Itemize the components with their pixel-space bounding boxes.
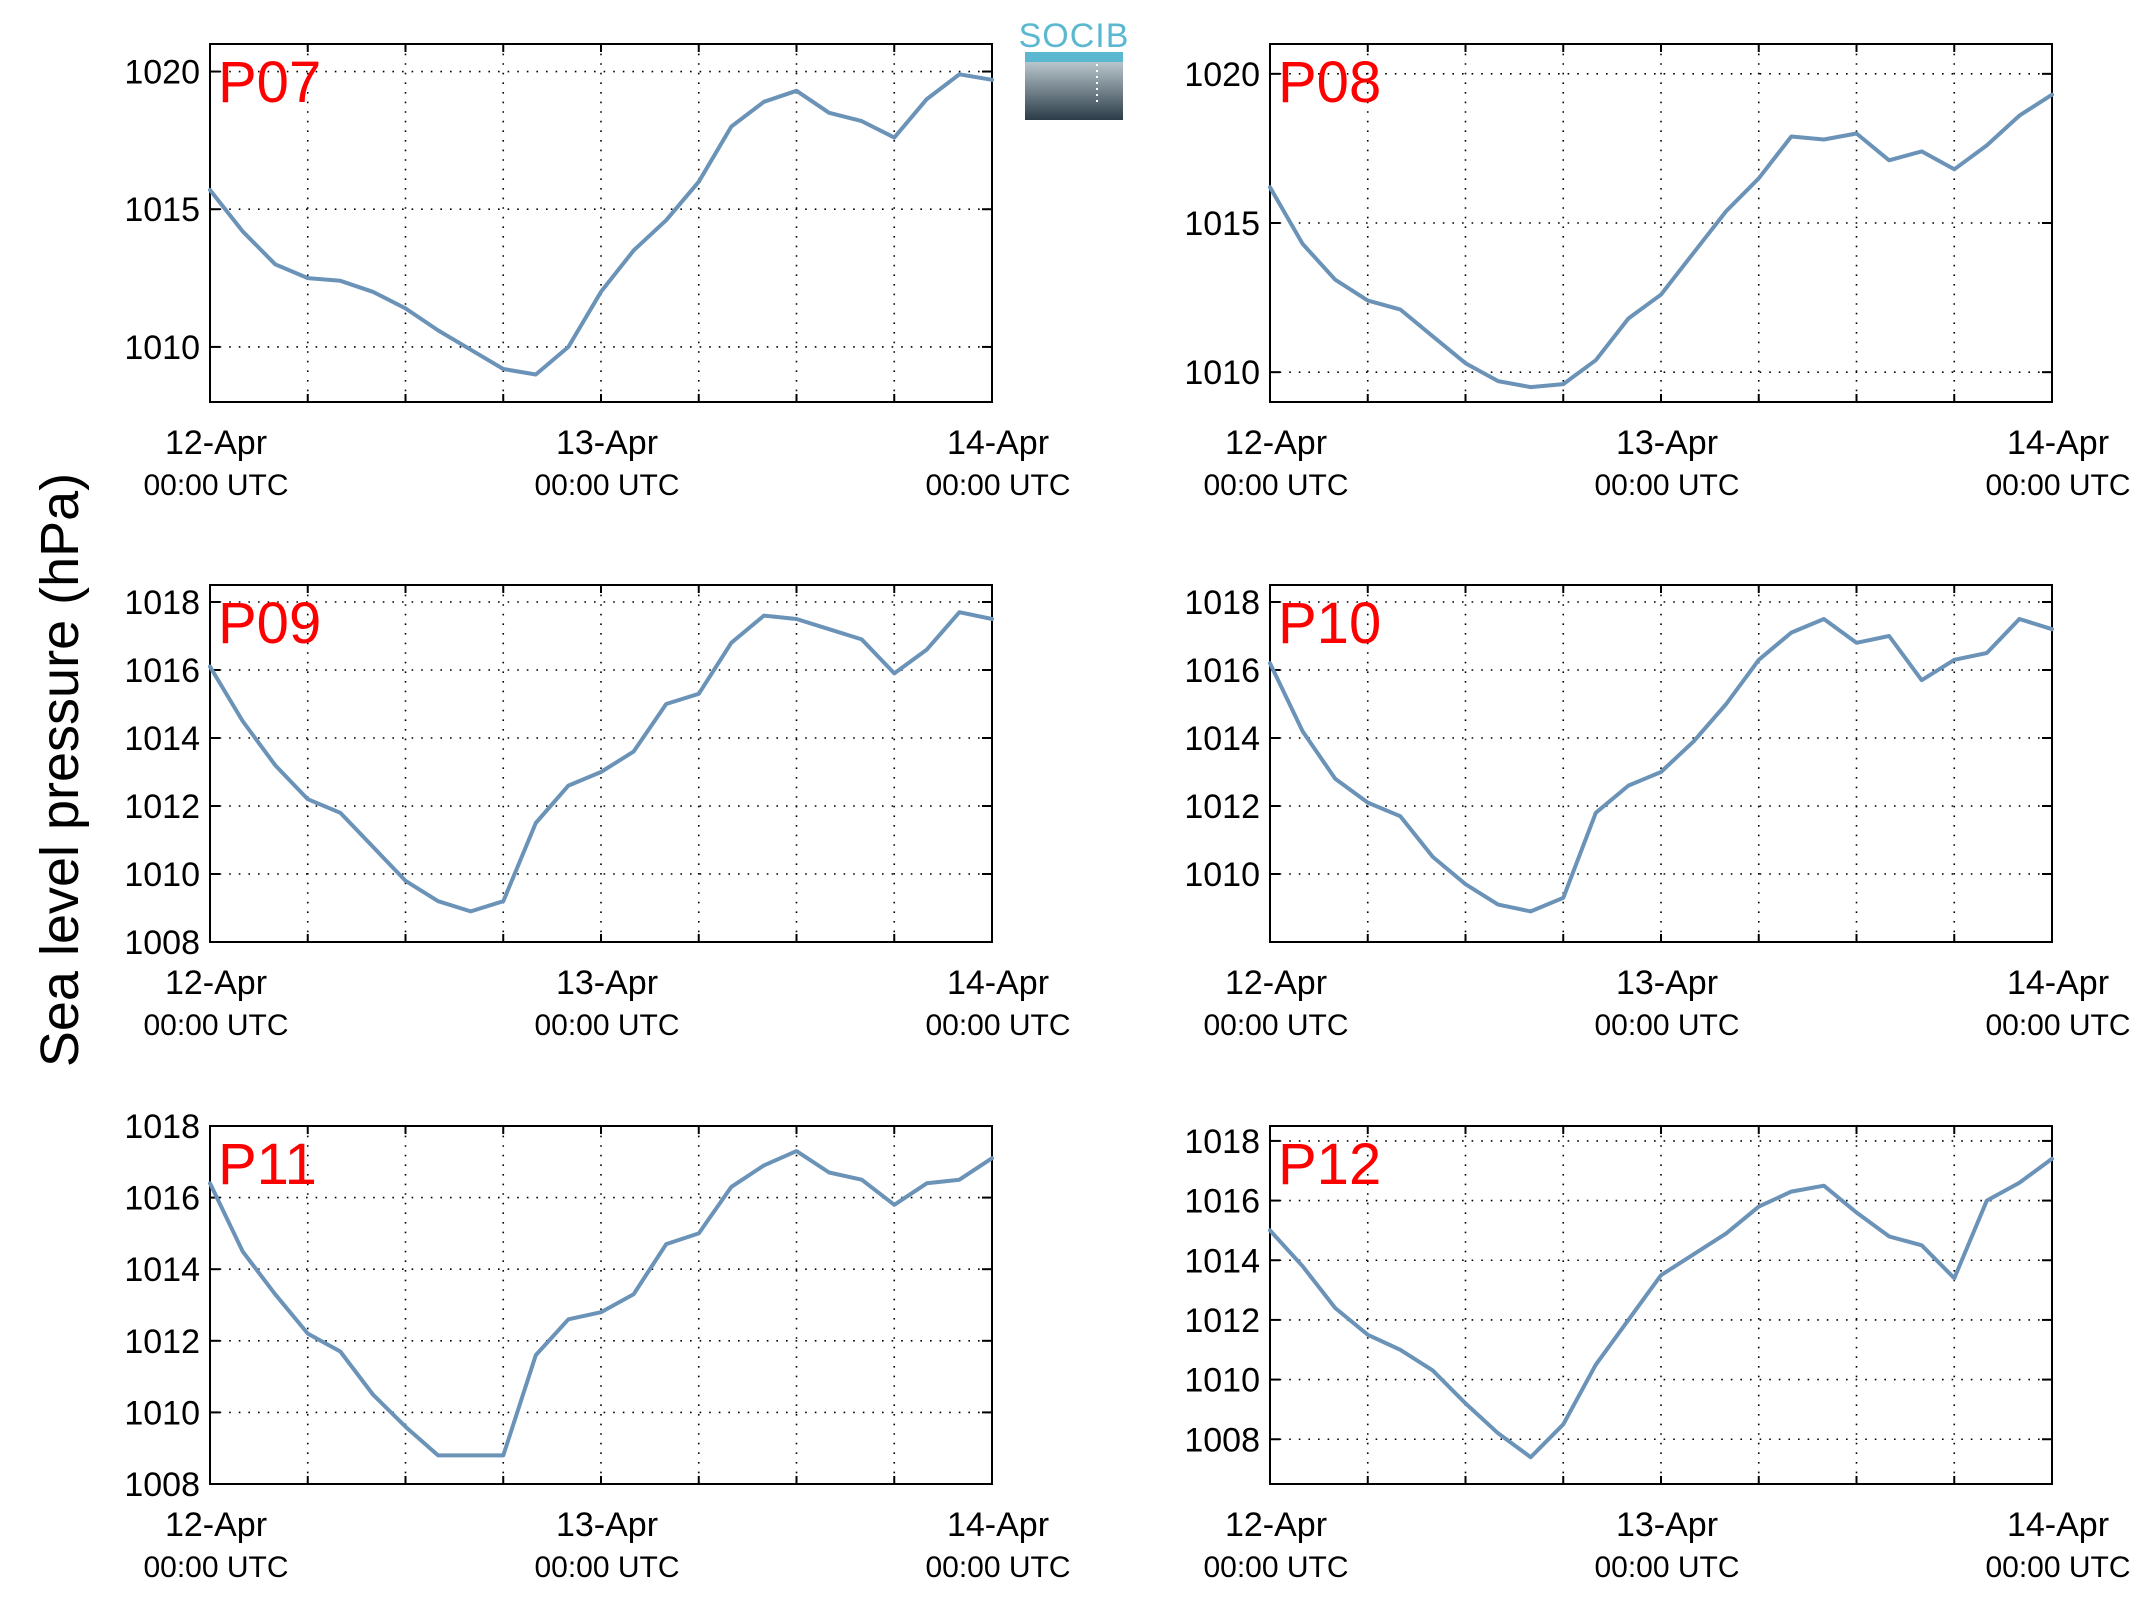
- x-tick-label-date: 14-Apr: [947, 424, 1049, 462]
- panel-p12: 1008 1010 1012 1014 1016 1018 12-Apr 00:00 UTC 1…: [1184, 1123, 2130, 1584]
- pressure-line-p08: [1268, 92, 2054, 390]
- panel-p11: 1008 1010 1012 1014 1016 1018 12-Apr 00:00 UTC 1…: [124, 1108, 1070, 1584]
- x-tick-label-time: 00:00 UTC: [1203, 1551, 1348, 1584]
- logo-gradient-block: [1025, 62, 1123, 120]
- pressure-line-p12: [1268, 1156, 2054, 1460]
- panel-p10: 1010 1012 1014 1016 1018 12-Apr 00:00 UTC 13-Ap…: [1184, 584, 2131, 1042]
- pressure-line-p07: [208, 72, 994, 377]
- pressure-line-p10: [1268, 617, 2054, 914]
- x-tick-label-time: 00:00 UTC: [1594, 1009, 1739, 1042]
- y-tick-label: 1020: [124, 54, 200, 92]
- x-tick-label-date: 13-Apr: [1616, 1506, 1718, 1544]
- plot-frame: [1269, 43, 2053, 403]
- x-tick-label-date: 14-Apr: [947, 964, 1049, 1002]
- x-tick-label-time: 00:00 UTC: [1203, 469, 1348, 502]
- x-tick-label-date: 13-Apr: [1616, 964, 1718, 1002]
- y-tick-label: 1014: [1184, 720, 1260, 758]
- y-tick-label: 1010: [124, 329, 200, 367]
- panel-p07: 1010 1015 1020 12-Apr 00:00 UTC 13-Apr 00:00 U…: [124, 43, 1071, 502]
- y-tick-label: 1018: [124, 584, 200, 622]
- y-tick-label: 1012: [124, 1323, 200, 1361]
- x-tick-label-date: 12-Apr: [1225, 964, 1327, 1002]
- y-tick-label: 1020: [1184, 56, 1260, 94]
- y-tick-label: 1016: [124, 652, 200, 690]
- x-tick-label-time: 00:00 UTC: [1985, 1009, 2130, 1042]
- x-tick-label-time: 00:00 UTC: [1203, 1009, 1348, 1042]
- y-tick-label: 1010: [1184, 856, 1260, 894]
- y-tick-label: 1010: [1184, 354, 1260, 392]
- plot-frame: [1269, 584, 2053, 943]
- y-tick-label: 1014: [1184, 1242, 1260, 1280]
- x-tick-label-time: 00:00 UTC: [534, 1009, 679, 1042]
- x-tick-label-time: 00:00 UTC: [1985, 1551, 2130, 1584]
- y-tick-label: 1015: [1184, 205, 1260, 243]
- x-tick-label-time: 00:00 UTC: [1594, 469, 1739, 502]
- y-tick-label: 1014: [124, 720, 200, 758]
- plot-frame: [209, 584, 993, 943]
- y-tick-label: 1012: [124, 788, 200, 826]
- x-tick-label-time: 00:00 UTC: [1985, 469, 2130, 502]
- panel-p09: 1008 1010 1012 1014 1016 1018 12-Apr 00:00 UTC 1…: [124, 584, 1071, 1042]
- y-tick-label: 1018: [1184, 584, 1260, 622]
- y-tick-label: 1018: [124, 1108, 200, 1146]
- plot-frame: [209, 1125, 993, 1485]
- panel-label: P08: [1278, 50, 1381, 115]
- panel-label: P10: [1278, 591, 1381, 656]
- x-tick-label-date: 13-Apr: [556, 1506, 658, 1544]
- x-tick-label-time: 00:00 UTC: [534, 469, 679, 502]
- plot-frame: [1269, 1125, 2053, 1485]
- x-tick-label-date: 14-Apr: [2007, 424, 2109, 462]
- panel-label: P07: [218, 50, 321, 115]
- plot-frame: [209, 43, 993, 403]
- logo-water-band: [1025, 52, 1123, 62]
- x-tick-label-date: 13-Apr: [556, 964, 658, 1002]
- y-tick-label: 1015: [124, 191, 200, 229]
- x-tick-label-date: 14-Apr: [947, 1506, 1049, 1544]
- x-tick-label-date: 12-Apr: [165, 964, 267, 1002]
- x-tick-label-date: 12-Apr: [165, 424, 267, 462]
- logo-text: SOCIB: [1019, 17, 1130, 55]
- socib-logo: SOCIB: [1019, 17, 1130, 120]
- x-tick-label-time: 00:00 UTC: [925, 469, 1070, 502]
- x-tick-label-time: 00:00 UTC: [143, 469, 288, 502]
- x-tick-label-time: 00:00 UTC: [925, 1009, 1070, 1042]
- pressure-line-p09: [208, 610, 994, 914]
- y-axis-label: Sea level pressure (hPa): [30, 473, 90, 1067]
- x-tick-label-time: 00:00 UTC: [534, 1551, 679, 1584]
- x-tick-label-date: 14-Apr: [2007, 1506, 2109, 1544]
- panel-label: P12: [1278, 1132, 1381, 1197]
- x-tick-label-date: 12-Apr: [1225, 1506, 1327, 1544]
- x-tick-label-date: 12-Apr: [165, 1506, 267, 1544]
- x-tick-label-date: 12-Apr: [1225, 424, 1327, 462]
- pressure-line-p11: [208, 1149, 994, 1458]
- x-tick-label-time: 00:00 UTC: [143, 1009, 288, 1042]
- panel-label: P09: [218, 591, 321, 656]
- x-tick-label-date: 13-Apr: [1616, 424, 1718, 462]
- panel-label: P11: [218, 1132, 317, 1197]
- y-tick-label: 1008: [124, 1466, 200, 1504]
- x-tick-label-date: 14-Apr: [2007, 964, 2109, 1002]
- y-tick-label: 1018: [1184, 1123, 1260, 1161]
- y-tick-label: 1008: [1184, 1421, 1260, 1459]
- y-tick-label: 1012: [1184, 788, 1260, 826]
- x-tick-label-date: 13-Apr: [556, 424, 658, 462]
- panel-p08: 1010 1015 1020 12-Apr 00:00 UTC 13-Apr 00:00 U…: [1184, 43, 2131, 502]
- y-tick-label: 1014: [124, 1251, 200, 1289]
- y-tick-label: 1016: [1184, 652, 1260, 690]
- x-tick-label-time: 00:00 UTC: [143, 1551, 288, 1584]
- y-tick-label: 1012: [1184, 1302, 1260, 1340]
- x-tick-label-time: 00:00 UTC: [925, 1551, 1070, 1584]
- y-tick-label: 1016: [1184, 1183, 1260, 1221]
- y-tick-label: 1008: [124, 924, 200, 962]
- x-tick-label-time: 00:00 UTC: [1594, 1551, 1739, 1584]
- y-tick-label: 1010: [1184, 1362, 1260, 1400]
- y-tick-label: 1010: [124, 1394, 200, 1432]
- y-tick-label: 1010: [124, 856, 200, 894]
- y-tick-label: 1016: [124, 1180, 200, 1218]
